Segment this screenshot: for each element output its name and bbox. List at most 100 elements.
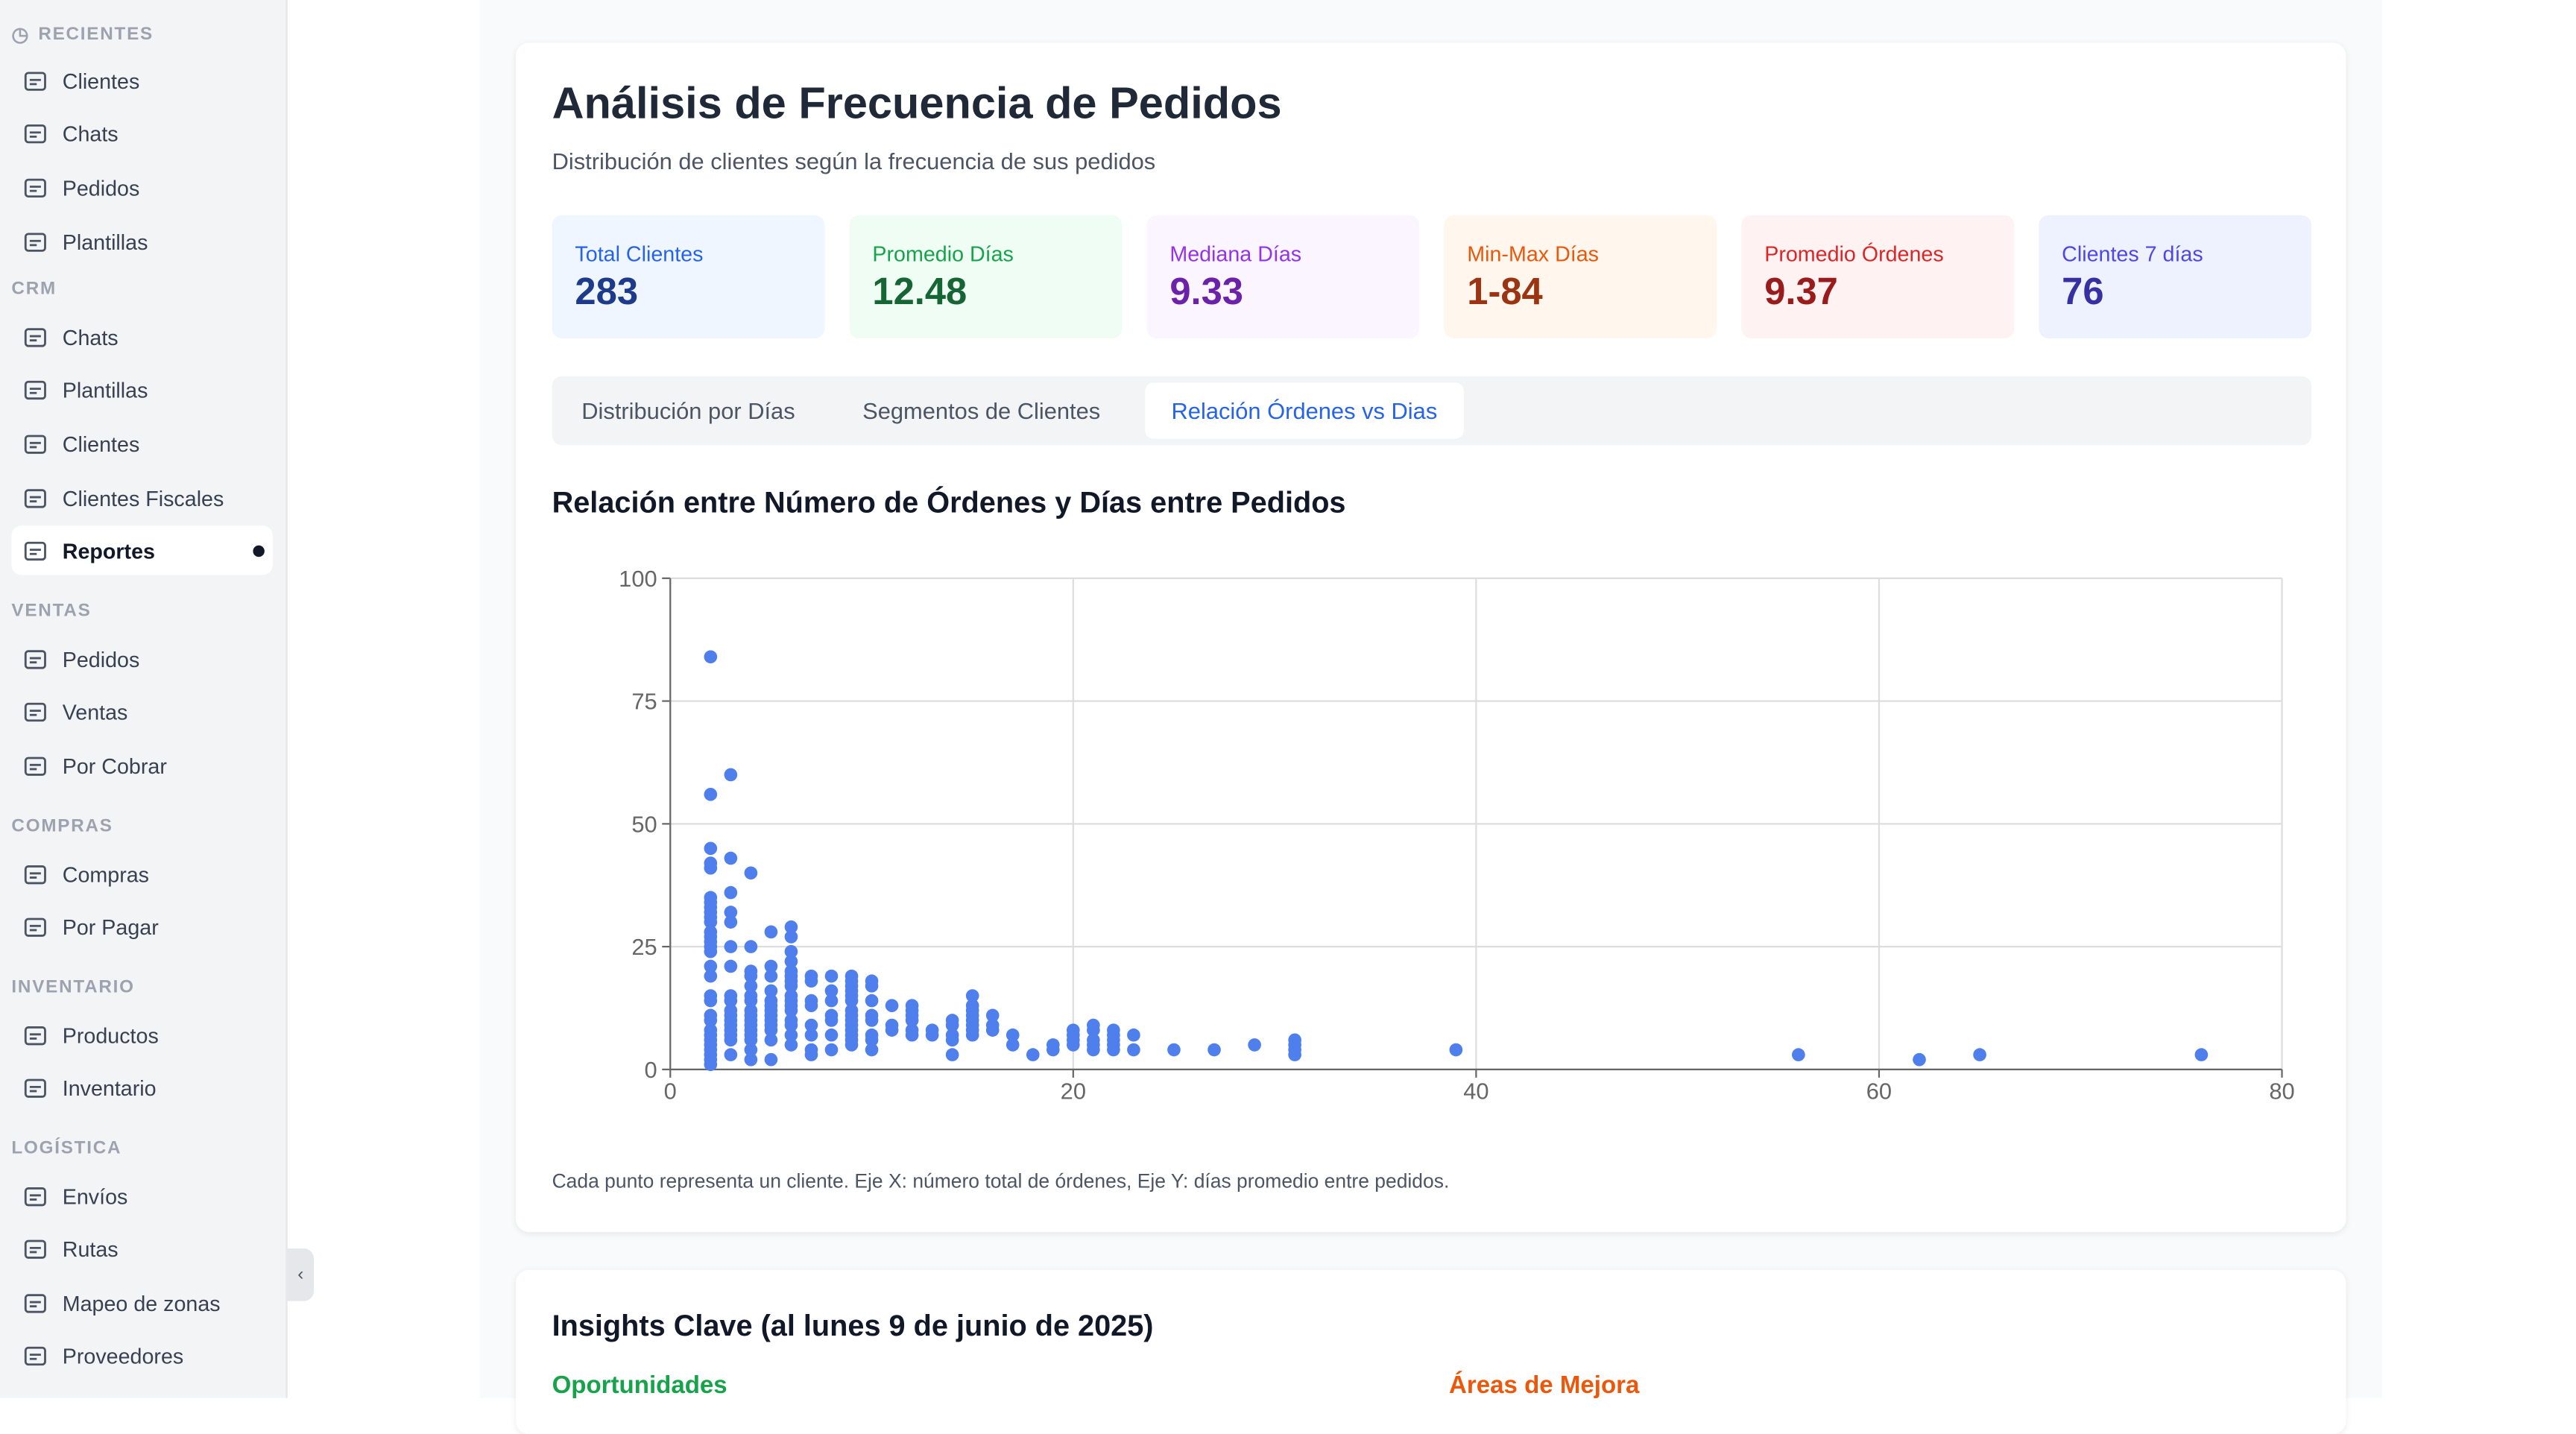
sidebar-item-inventario[interactable]: Inventario xyxy=(11,1063,272,1112)
tab-bar: Distribución por Días Segmentos de Client… xyxy=(552,376,2312,446)
dollar-icon xyxy=(22,751,49,779)
sidebar-item-label: Por Pagar xyxy=(62,914,159,939)
sidebar-item-label: Clientes xyxy=(62,68,140,93)
sidebar-item-clientes[interactable]: Clientes xyxy=(11,419,272,468)
sidebar-item-chats[interactable]: Chats xyxy=(11,312,272,361)
sidebar-section-title: CRM xyxy=(11,279,57,300)
user-check-icon xyxy=(22,484,49,511)
stat-card: Mediana Días 9.33 xyxy=(1146,215,1420,339)
data-point xyxy=(1248,1038,1261,1052)
sidebar-item-plantillas[interactable]: Plantillas xyxy=(11,217,272,266)
scatter-chart: 0 25 50 75 100 0 20 40 60 80 xyxy=(619,566,2294,1105)
sidebar-item-productos[interactable]: Productos xyxy=(11,1011,272,1060)
data-point xyxy=(764,925,778,939)
tab-0[interactable]: Distribución por Días xyxy=(581,397,795,424)
sidebar-item-mapeo-de-zonas[interactable]: Mapeo de zonas xyxy=(11,1278,272,1327)
insights-title: Insights Clave (al lunes 9 de junio de 2… xyxy=(552,1309,1154,1342)
sidebar-item-label: Productos xyxy=(62,1023,159,1048)
data-point xyxy=(1046,1043,1060,1057)
stat-card: Clientes 7 días 76 xyxy=(2039,215,2312,339)
map-pin-icon xyxy=(22,1289,49,1316)
data-point xyxy=(744,940,758,953)
sidebar-item-envíos[interactable]: Envíos xyxy=(11,1172,272,1221)
data-point xyxy=(1087,1043,1100,1057)
sidebar-section-5: LOGÍSTICA xyxy=(11,1138,121,1157)
data-point xyxy=(1167,1043,1181,1057)
sidebar-item-label: Plantillas xyxy=(62,229,148,254)
data-point xyxy=(965,1028,979,1042)
data-point xyxy=(724,1048,738,1061)
sidebar-item-label: Reportes xyxy=(62,537,155,563)
data-point xyxy=(1973,1048,1986,1061)
page-subtitle: Distribución de clientes según la frecue… xyxy=(552,148,1156,174)
wallet-icon xyxy=(22,912,49,940)
sidebar-item-proveedores[interactable]: Proveedores xyxy=(11,1330,272,1380)
sidebar-item-ventas[interactable]: Ventas xyxy=(11,686,272,736)
collapse-sidebar-button[interactable]: ‹ xyxy=(287,1248,314,1301)
data-point xyxy=(744,1043,758,1057)
sidebar-item-pedidos[interactable]: Pedidos xyxy=(11,634,272,683)
data-point xyxy=(885,999,899,1013)
sidebar-item-clientes-fiscales[interactable]: Clientes Fiscales xyxy=(11,473,272,522)
data-point xyxy=(744,979,758,993)
data-point xyxy=(865,994,879,1008)
sidebar-item-label: Clientes xyxy=(62,431,140,456)
sidebar-item-label: Ventas xyxy=(62,698,128,724)
sidebar-item-label: Chats xyxy=(62,121,119,146)
tab-2[interactable]: Relación Órdenes vs Dias xyxy=(1145,382,1464,439)
data-point xyxy=(2194,1048,2209,1061)
data-point xyxy=(724,768,738,782)
data-point xyxy=(724,940,738,953)
tab-1[interactable]: Segmentos de Clientes xyxy=(862,397,1101,424)
sidebar-section-0: ◷ RECIENTES xyxy=(11,23,154,46)
data-point xyxy=(1127,1028,1140,1042)
sidebar-item-pedidos[interactable]: Pedidos xyxy=(11,162,272,212)
data-point xyxy=(1087,1023,1100,1037)
data-point xyxy=(1288,1048,1301,1061)
sidebar-item-reportes[interactable]: Reportes xyxy=(11,525,273,575)
data-point xyxy=(1449,1043,1463,1057)
y-tick-label: 25 xyxy=(631,934,657,960)
sidebar-item-label: Plantillas xyxy=(62,376,148,402)
sidebar-item-chats[interactable]: Chats xyxy=(11,108,272,157)
data-point xyxy=(724,851,738,865)
sidebar: ◷ RECIENTES Clientes Chats Pedidos Plantillas… xyxy=(0,0,288,1398)
data-point xyxy=(704,1014,718,1027)
stat-value: 9.33 xyxy=(1169,269,1243,312)
chart-title: Relación entre Número de Órdenes y Días … xyxy=(552,486,1346,519)
data-point xyxy=(744,1052,758,1067)
stat-label: Total Clientes xyxy=(575,241,704,267)
sidebar-item-rutas[interactable]: Rutas xyxy=(11,1224,272,1273)
book-icon xyxy=(22,227,49,255)
data-point xyxy=(704,915,718,929)
sidebar-item-clientes[interactable]: Clientes xyxy=(11,56,272,105)
data-point xyxy=(1006,1038,1020,1052)
sidebar-section-4: INVENTARIO xyxy=(11,977,134,996)
sidebar-item-label: Chats xyxy=(62,324,119,350)
data-point xyxy=(945,1048,959,1061)
sidebar-item-por-cobrar[interactable]: Por Cobrar xyxy=(11,741,272,790)
data-point xyxy=(1127,1043,1140,1057)
data-point xyxy=(865,1033,879,1047)
improvements-heading: Áreas de Mejora xyxy=(1449,1371,1640,1400)
warehouse-icon xyxy=(22,1073,49,1101)
stat-value: 12.48 xyxy=(872,269,967,312)
data-point xyxy=(704,841,718,856)
scroll-icon xyxy=(22,537,49,564)
sidebar-item-compras[interactable]: Compras xyxy=(11,850,272,899)
stat-card: Min-Max Días 1-84 xyxy=(1444,215,1717,339)
sidebar-item-label: Mapeo de zonas xyxy=(62,1290,221,1315)
package-icon xyxy=(22,1021,49,1049)
sidebar-item-por-pagar[interactable]: Por Pagar xyxy=(11,902,272,951)
stat-label: Mediana Días xyxy=(1169,241,1302,267)
stat-label: Min-Max Días xyxy=(1467,241,1600,267)
data-point xyxy=(744,866,758,880)
data-point xyxy=(905,1014,919,1027)
data-point xyxy=(784,944,798,958)
data-point xyxy=(784,1018,798,1032)
data-point xyxy=(764,1052,778,1067)
sidebar-section-title: LOGÍSTICA xyxy=(11,1138,122,1158)
route-icon xyxy=(22,1234,49,1262)
sidebar-item-plantillas[interactable]: Plantillas xyxy=(11,364,272,414)
y-tick-label: 75 xyxy=(631,689,657,715)
